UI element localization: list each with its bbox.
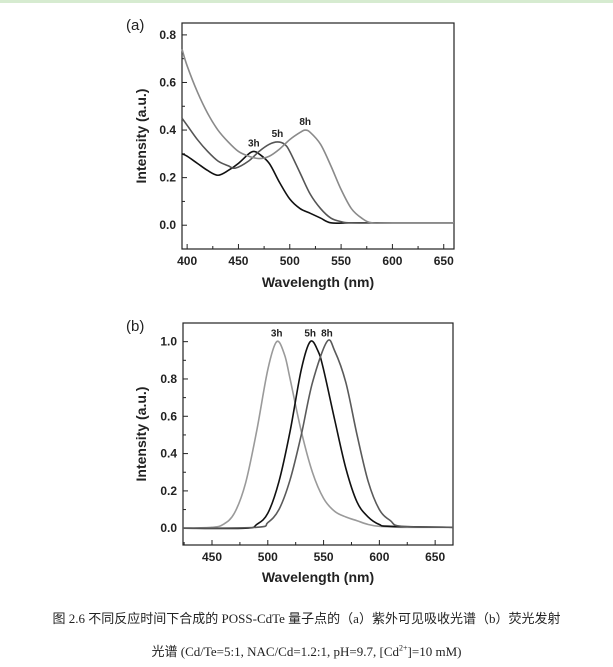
- series-line-3h: [182, 340, 454, 530]
- series-label-3h: 3h: [271, 329, 283, 340]
- figure-caption-line-1: 图 2.6 不同反应时间下合成的 POSS-CdTe 量子点的（a）紫外可见吸收…: [52, 611, 561, 626]
- series-label-5h: 5h: [304, 329, 316, 340]
- panel-label: (a): [126, 17, 144, 34]
- x-tick-label: 650: [425, 550, 445, 564]
- y-tick-label: 0.6: [159, 75, 176, 89]
- series-label-8h: 8h: [321, 329, 333, 340]
- series-label-8h: 8h: [299, 117, 311, 128]
- series-line-8h: [181, 48, 454, 224]
- x-tick-label: 550: [314, 550, 334, 564]
- x-tick-label: 550: [331, 254, 351, 268]
- x-tick-label: 600: [369, 550, 389, 564]
- series-line-5h: [182, 340, 454, 530]
- series-line-3h: [181, 150, 454, 224]
- y-tick-label: 0.0: [159, 218, 176, 232]
- x-tick-label: 600: [382, 254, 402, 268]
- top-border: [0, 0, 613, 3]
- series-line-5h: [181, 117, 454, 224]
- figure-caption-line-2: 光谱 (Cd/Te=5:1, NAC/Cd=1.2:1, pH=9.7, [Cd…: [0, 641, 613, 660]
- y-tick-label: 0.4: [160, 447, 177, 461]
- series-label-5h: 5h: [272, 129, 284, 140]
- x-tick-label: 650: [434, 254, 454, 268]
- y-axis-label: Intensity (a.u.): [133, 89, 149, 184]
- y-tick-label: 1.0: [160, 335, 177, 349]
- y-tick-label: 0.6: [160, 409, 177, 423]
- y-tick-label: 0.4: [159, 123, 176, 137]
- y-tick-label: 0.0: [160, 521, 177, 535]
- caption-text: ]=10 mM): [407, 644, 462, 659]
- y-tick-label: 0.2: [159, 171, 176, 185]
- caption-text: 光谱 (Cd/Te=5:1, NAC/Cd=1.2:1, pH=9.7, [Cd: [151, 644, 400, 659]
- plot-frame: [182, 322, 454, 546]
- y-tick-label: 0.8: [160, 372, 177, 386]
- x-tick-label: 500: [258, 550, 278, 564]
- x-tick-label: 450: [228, 254, 248, 268]
- y-axis-label: Intensity (a.u.): [133, 387, 149, 482]
- x-tick-label: 500: [280, 254, 300, 268]
- series-label-3h: 3h: [248, 138, 260, 149]
- x-axis-label: Wavelength (nm): [262, 274, 374, 290]
- x-tick-label: 450: [202, 550, 222, 564]
- series-line-8h: [182, 339, 454, 530]
- panel-label: (b): [126, 318, 144, 335]
- caption-superscript: 2+: [399, 643, 408, 653]
- x-axis-label: Wavelength (nm): [262, 569, 374, 585]
- y-tick-label: 0.8: [159, 28, 176, 42]
- chart-panel-a: (a) Wavelength (nm) Intensity (a.u.) 400…: [126, 17, 455, 290]
- plot-frame: [181, 22, 455, 250]
- y-tick-label: 0.2: [160, 484, 177, 498]
- x-tick-label: 400: [177, 254, 197, 268]
- chart-panel-b: (b) Wavelength (nm) Intensity (a.u.) 450…: [126, 318, 454, 585]
